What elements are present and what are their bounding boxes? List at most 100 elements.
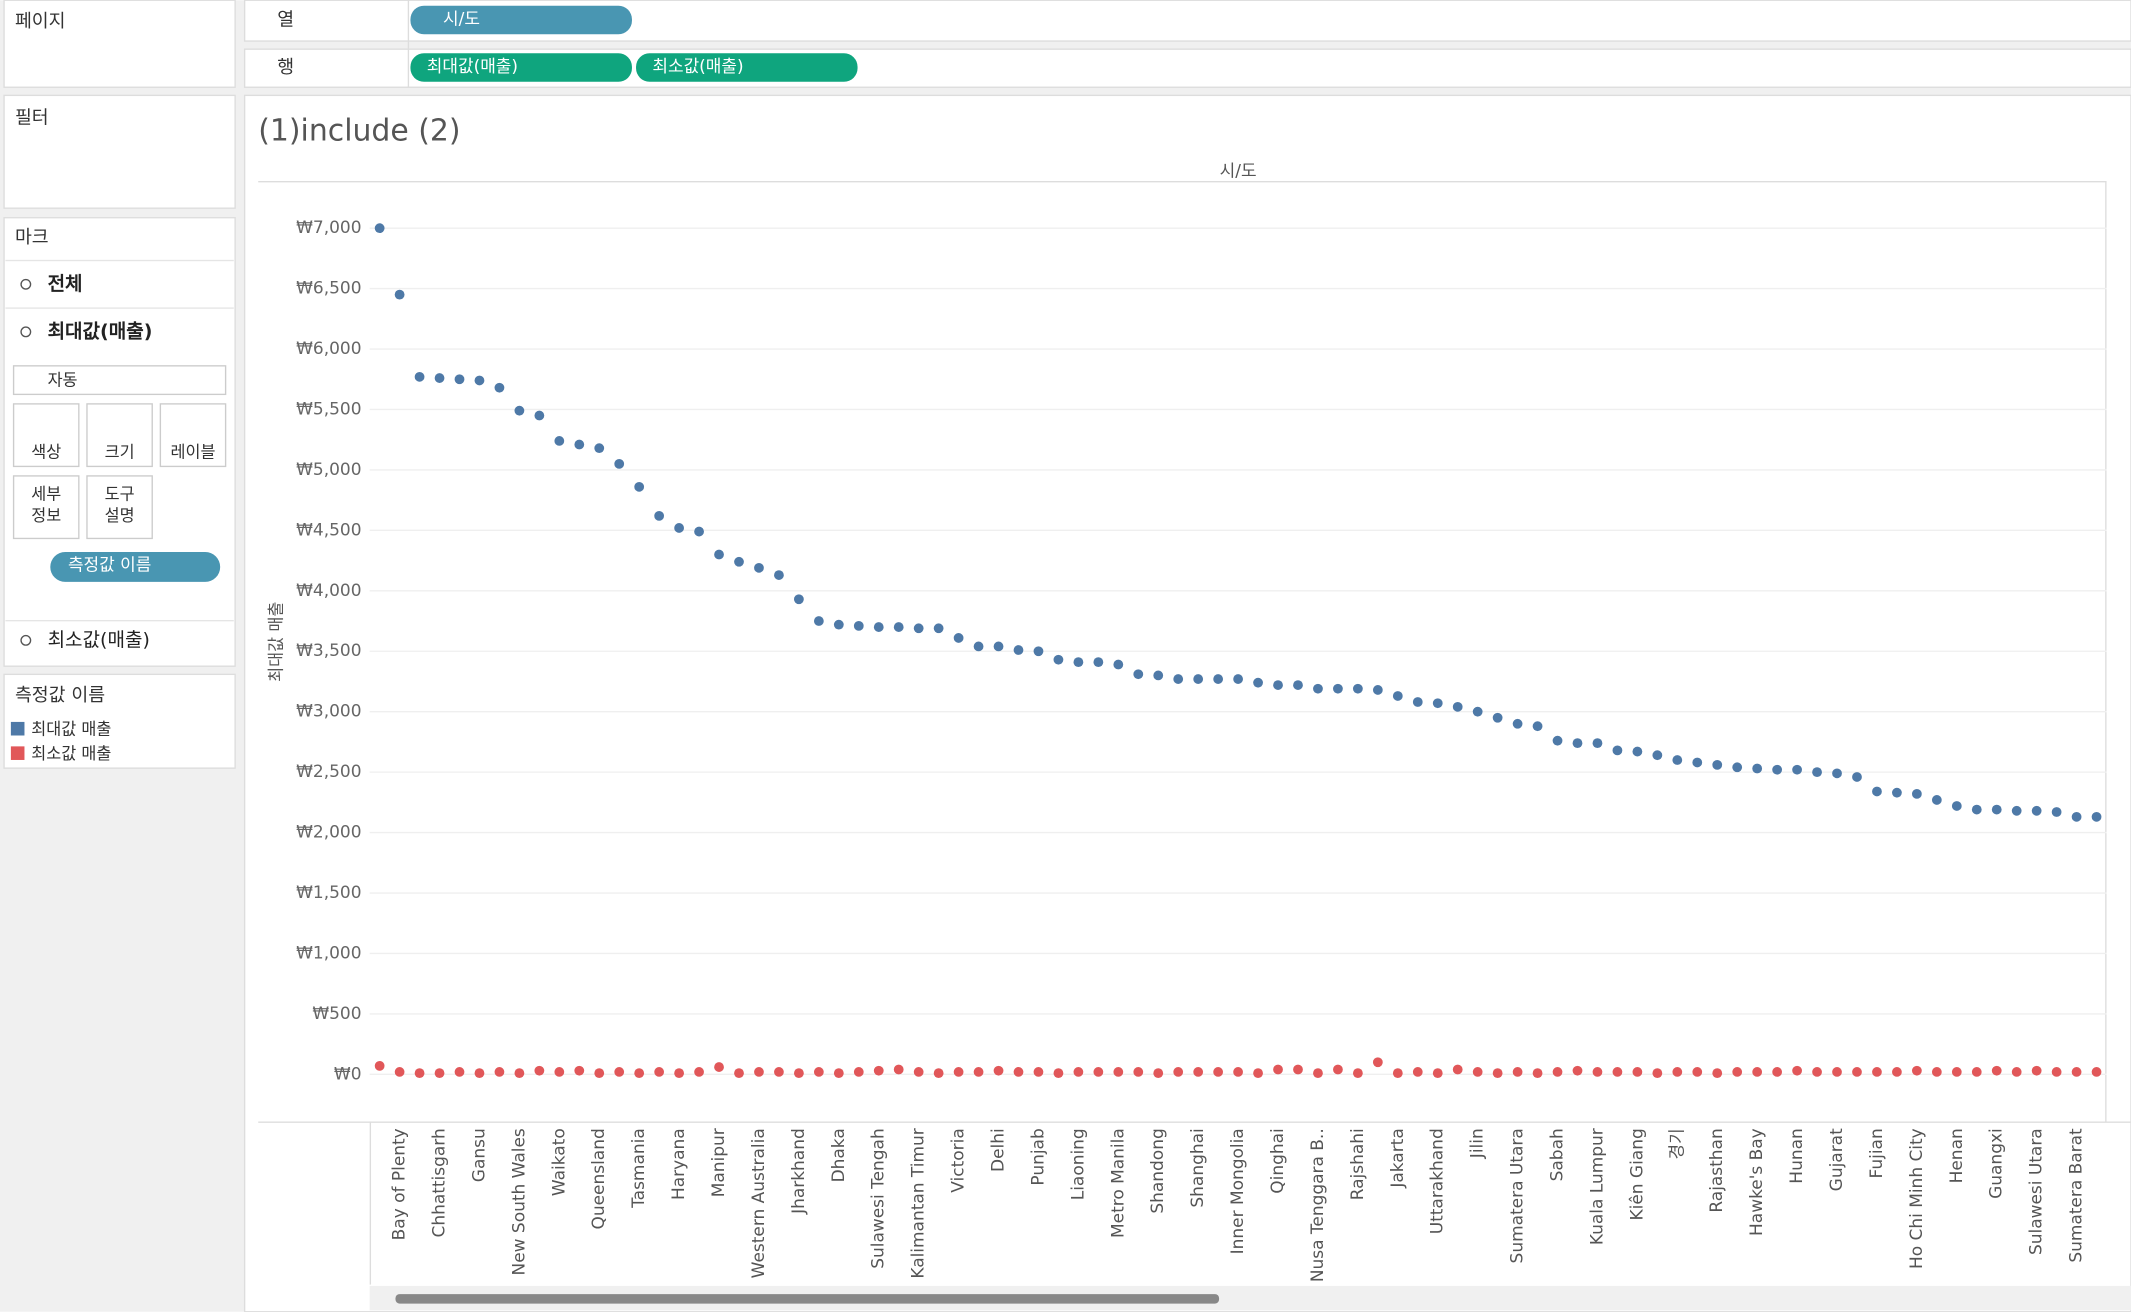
button-label[interactable]: 도구 bbox=[105, 484, 135, 503]
mark-button[interactable] bbox=[12, 403, 80, 468]
y-tick-label: ₩5,500 bbox=[296, 399, 361, 419]
dot bbox=[494, 382, 505, 393]
dropdown[interactable] bbox=[12, 365, 227, 396]
dot bbox=[1073, 1067, 1084, 1077]
dot bbox=[474, 1068, 485, 1079]
x-tick-label: Liaoning bbox=[1068, 1128, 1088, 1200]
dot bbox=[893, 622, 904, 632]
dot bbox=[614, 1067, 625, 1077]
x-tick-label: Hawke's Bay bbox=[1747, 1128, 1767, 1236]
divider bbox=[5, 259, 234, 262]
x-tick-label: Waikato bbox=[549, 1128, 569, 1196]
measure-pill[interactable] bbox=[50, 552, 221, 582]
dot bbox=[1213, 1067, 1224, 1077]
dot bbox=[534, 1065, 545, 1076]
dot bbox=[1293, 1064, 1303, 1075]
dot bbox=[1472, 706, 1483, 717]
x-tick-label: Victoria bbox=[949, 1128, 969, 1192]
column-pill[interactable] bbox=[410, 5, 632, 35]
dot bbox=[1712, 1068, 1723, 1079]
view bbox=[243, 94, 2131, 1312]
x-tick-label: Guangxi bbox=[1987, 1128, 2007, 1199]
dot bbox=[554, 436, 565, 446]
x-tick-label: Sabah bbox=[1548, 1128, 1568, 1181]
dot bbox=[913, 623, 924, 634]
y-tick-label: ₩6,500 bbox=[296, 279, 361, 299]
y-tick-label: ₩2,000 bbox=[296, 823, 361, 843]
x-tick-label: Dhaka bbox=[829, 1128, 849, 1182]
dot bbox=[1233, 674, 1243, 684]
button-label[interactable]: 크기 bbox=[105, 442, 135, 461]
x-tick-label: Kiên Giang bbox=[1627, 1128, 1647, 1220]
mark-type[interactable]: 자동 bbox=[48, 370, 78, 389]
dot bbox=[1133, 669, 1144, 680]
dot bbox=[1632, 1067, 1643, 1077]
button-label[interactable]: 색상 bbox=[31, 442, 61, 461]
dot bbox=[1672, 755, 1683, 765]
measure-pill-text[interactable]: 측정값 이름 bbox=[68, 556, 151, 576]
dot bbox=[1432, 1068, 1443, 1079]
x-tick-label: 경기 bbox=[1667, 1128, 1687, 1159]
columns-label: 열 bbox=[277, 10, 294, 31]
dot bbox=[1652, 750, 1663, 761]
mark-button[interactable] bbox=[86, 403, 153, 468]
scrollbar-thumb[interactable] bbox=[395, 1294, 1220, 1304]
marks-min[interactable]: 최소값(매출) bbox=[48, 629, 150, 651]
dot bbox=[1772, 1067, 1783, 1077]
button-label[interactable]: 정보 bbox=[31, 506, 61, 525]
dot bbox=[1392, 1068, 1403, 1079]
dot bbox=[1872, 1067, 1882, 1077]
dot bbox=[973, 641, 984, 652]
dot bbox=[1193, 1067, 1204, 1077]
dot bbox=[734, 556, 744, 567]
button-label[interactable]: 레이블 bbox=[170, 442, 215, 461]
divider bbox=[407, 0, 410, 88]
x-tick-label: Queensland bbox=[589, 1128, 609, 1229]
column-pill-text[interactable]: 시/도 bbox=[443, 9, 480, 29]
row-pill-text[interactable]: 최대값(매출) bbox=[427, 57, 518, 77]
dot bbox=[1333, 1064, 1343, 1075]
x-tick-label: Rajshahi bbox=[1348, 1128, 1368, 1200]
dot bbox=[1492, 1068, 1503, 1079]
dot bbox=[1153, 670, 1164, 681]
y-tick-label: ₩3,000 bbox=[296, 702, 361, 722]
legend-swatch bbox=[10, 746, 25, 760]
dot bbox=[1732, 762, 1743, 773]
dot bbox=[953, 633, 964, 643]
marks-all[interactable]: 전체 bbox=[48, 273, 83, 295]
dot bbox=[1412, 1067, 1423, 1077]
dot bbox=[2051, 1067, 2062, 1077]
dot bbox=[714, 1062, 724, 1072]
mark-button[interactable] bbox=[12, 475, 80, 540]
x-tick-label: Sumatera Utara bbox=[1508, 1128, 1528, 1263]
mark-button[interactable] bbox=[86, 475, 153, 540]
dot bbox=[1592, 738, 1603, 749]
dot bbox=[1113, 1067, 1124, 1077]
column-header: 시/도 bbox=[1220, 161, 1257, 181]
dot bbox=[1951, 801, 1962, 811]
y-tick-label: ₩3,500 bbox=[296, 641, 361, 661]
x-tick-label: Qinghai bbox=[1268, 1128, 1288, 1193]
dot bbox=[1812, 1067, 1822, 1077]
filters-card bbox=[3, 94, 236, 209]
dot bbox=[1772, 764, 1783, 775]
y-tick-label: ₩500 bbox=[312, 1004, 361, 1024]
row-pill[interactable] bbox=[410, 53, 632, 82]
button-label[interactable]: 설명 bbox=[105, 506, 135, 525]
dot bbox=[2091, 1067, 2102, 1077]
y-tick-label: ₩7,000 bbox=[296, 218, 361, 238]
dot bbox=[1612, 745, 1623, 756]
legend-title: 측정값 이름 bbox=[15, 685, 105, 706]
mark-button[interactable] bbox=[159, 403, 227, 468]
row-pill-text[interactable]: 최소값(매출) bbox=[652, 57, 743, 77]
dot bbox=[1931, 1067, 1942, 1077]
dot bbox=[1512, 1067, 1523, 1077]
row-pill[interactable] bbox=[636, 53, 858, 82]
dot bbox=[993, 641, 1004, 652]
dot bbox=[1991, 804, 2002, 815]
button-label[interactable]: 세부 bbox=[31, 484, 61, 503]
dot bbox=[1293, 680, 1303, 690]
marks-max[interactable]: 최대값(매출) bbox=[48, 320, 153, 342]
dot bbox=[1832, 768, 1842, 779]
